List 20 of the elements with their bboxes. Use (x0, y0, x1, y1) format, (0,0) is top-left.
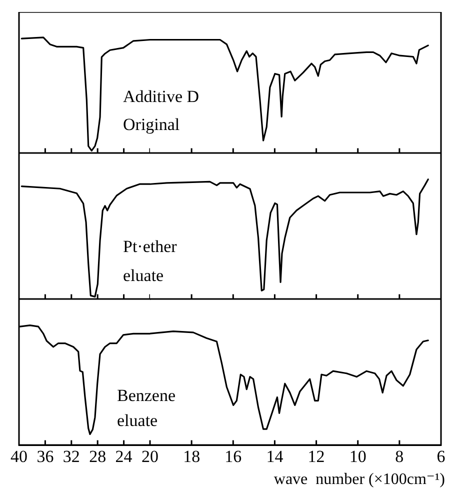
x-tick-label: 40 (10, 446, 28, 466)
annotation: eluate (123, 266, 164, 286)
x-tick-label: 36 (36, 446, 54, 466)
annotation: Benzene (117, 386, 176, 406)
x-tick-label: 24 (115, 446, 133, 466)
x-tick-label: 6 (436, 446, 446, 466)
annotation: Original (123, 115, 180, 135)
x-tick-label: 12 (308, 446, 325, 466)
x-tick-label: 32 (62, 446, 80, 466)
x-tick-label: 20 (142, 446, 158, 466)
x-tick-label: 18 (183, 446, 200, 466)
x-tick-label: 16 (224, 446, 242, 466)
x-axis-title: wave number (×100cm⁻¹) (274, 471, 445, 488)
annotation: Additive D (123, 87, 200, 107)
x-tick-label: 14 (266, 446, 284, 466)
x-tick-label: 10 (349, 446, 366, 466)
annotation: Pt·ether (123, 237, 177, 257)
annotation: eluate (117, 411, 158, 431)
x-tick-label: 28 (89, 446, 106, 466)
x-tick-label: 8 (395, 446, 404, 466)
